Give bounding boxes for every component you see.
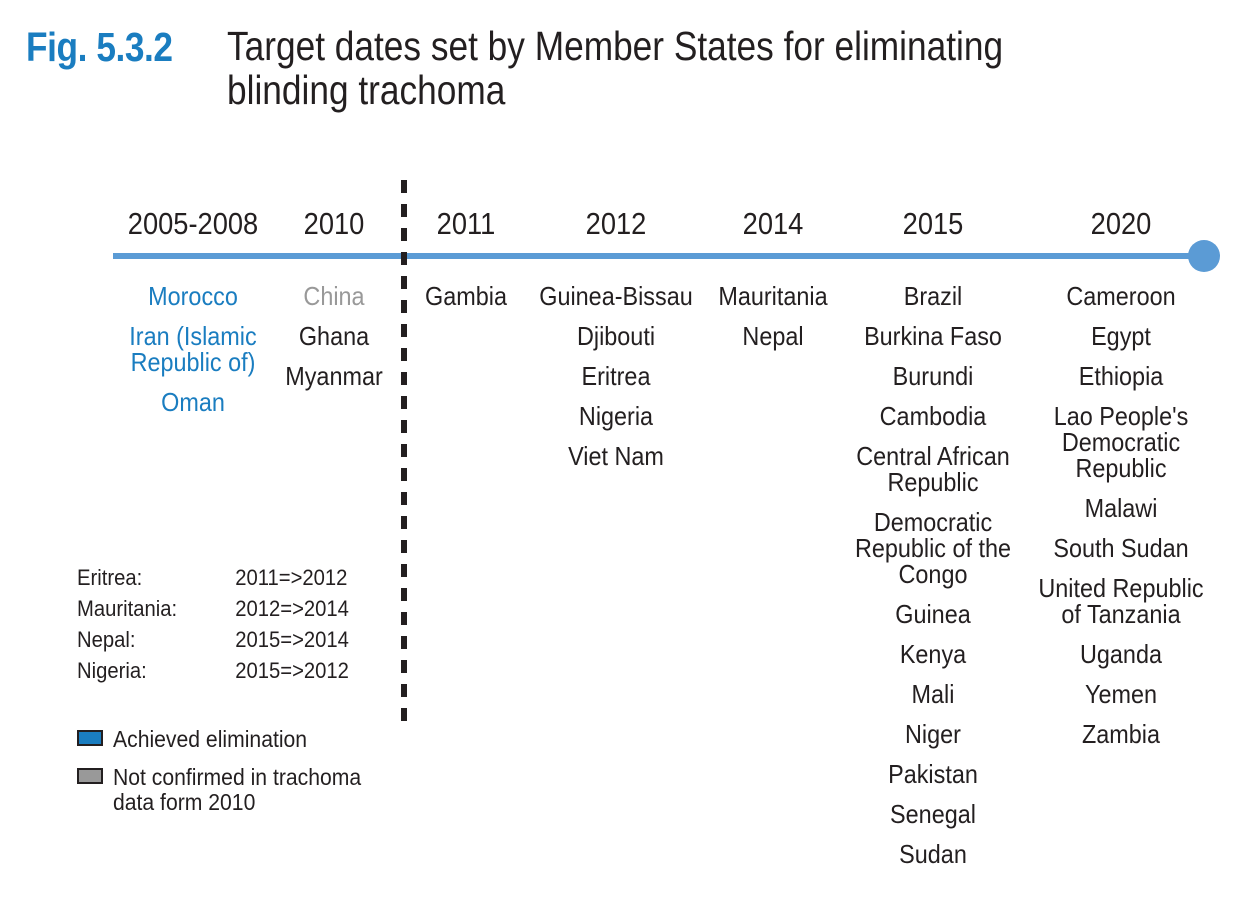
country-label: Burundi (892, 361, 974, 391)
timeline-divider (401, 180, 407, 725)
year-label: 2012 (585, 206, 647, 241)
country-label: Eritrea (581, 361, 651, 391)
country-label: Cambodia (879, 401, 987, 431)
country-label: Brazil (903, 281, 963, 311)
country-label: Nepal (742, 321, 804, 351)
country-label: Djibouti (576, 321, 656, 351)
date-change-row: Eritrea: 2011=>2012 (77, 565, 347, 590)
country-column: Guinea-Bissau Djibouti Eritrea Nigeria Viet … (521, 283, 711, 483)
country-label: Nigeria (578, 401, 654, 431)
country-label: Iran (Islamic Republic of) (129, 321, 257, 377)
country-label: Yemen (1085, 679, 1157, 709)
timeline-end-marker (1188, 240, 1220, 272)
country-label: United Republic of Tanzania (1038, 573, 1204, 629)
country-label: Myanmar (285, 361, 383, 391)
country-label: Lao People's Democratic Republic (1053, 401, 1189, 483)
date-change-value: 2012=>2014 (235, 596, 349, 621)
country-label: South Sudan (1053, 533, 1189, 563)
date-change-country: Eritrea: (77, 565, 143, 590)
country-label: Democratic Republic of the Congo (854, 507, 1012, 589)
country-label: Sudan (899, 839, 967, 869)
year-label: 2005-2008 (127, 206, 259, 241)
date-change-row: Nepal: 2015=>2014 (77, 627, 349, 652)
country-label: Mali (911, 679, 955, 709)
country-label: Uganda (1080, 639, 1162, 669)
country-column: Mauritania Nepal (678, 283, 868, 363)
country-label: Burkina Faso (864, 321, 1002, 351)
country-label: Pakistan (888, 759, 978, 789)
country-label: Guinea (895, 599, 971, 629)
country-label: Central African Republic (856, 441, 1010, 497)
country-label: Mauritania (718, 281, 828, 311)
country-column: Gambia (371, 283, 561, 323)
year-label: 2015 (902, 206, 964, 241)
date-change-country: Nigeria: (77, 658, 147, 683)
legend-swatch (77, 768, 103, 784)
year-label: 2014 (742, 206, 804, 241)
figure-number: Fig. 5.3.2 (26, 24, 173, 70)
timeline-axis (113, 253, 1205, 259)
date-change-country: Nepal: (77, 627, 136, 652)
legend-swatch (77, 730, 103, 746)
country-column: Brazil Burkina Faso Burundi Cambodia Central… (838, 283, 1028, 881)
country-label: Guinea-Bissau (539, 281, 693, 311)
country-label: Oman (161, 387, 225, 417)
country-label: Ethiopia (1078, 361, 1164, 391)
country-label: Niger (905, 719, 961, 749)
date-change-country: Mauritania: (77, 596, 178, 621)
year-label: 2011 (436, 206, 496, 241)
country-label: Viet Nam (568, 441, 664, 471)
figure-title: Target dates set by Member States for el… (227, 23, 1004, 113)
country-label: China (303, 281, 365, 311)
country-column: China Ghana Myanmar (239, 283, 429, 403)
country-column: Morocco Iran (Islamic Republic of) Oman (98, 283, 288, 429)
country-label: Egypt (1091, 321, 1151, 351)
country-label: Zambia (1081, 719, 1161, 749)
date-change-row: Mauritania: 2012=>2014 (77, 596, 349, 621)
country-column: Cameroon Egypt Ethiopia Lao People's Democr… (1026, 283, 1216, 761)
country-label: Malawi (1084, 493, 1158, 523)
legend-label: Achieved elimination (113, 726, 308, 752)
date-change-value: 2015=>2012 (235, 658, 349, 683)
date-change-row: Nigeria: 2015=>2012 (77, 658, 349, 683)
country-label: Ghana (298, 321, 370, 351)
year-label: 2010 (303, 206, 365, 241)
country-label: Morocco (148, 281, 238, 311)
country-label: Senegal (890, 799, 976, 829)
year-label: 2020 (1090, 206, 1152, 241)
country-label: Kenya (899, 639, 967, 669)
country-label: Cameroon (1066, 281, 1176, 311)
country-label: Gambia (425, 281, 507, 311)
date-change-value: 2011=>2012 (235, 565, 348, 590)
legend-label: Not confirmed in trachoma data form 2010 (113, 764, 362, 815)
date-change-value: 2015=>2014 (235, 627, 349, 652)
